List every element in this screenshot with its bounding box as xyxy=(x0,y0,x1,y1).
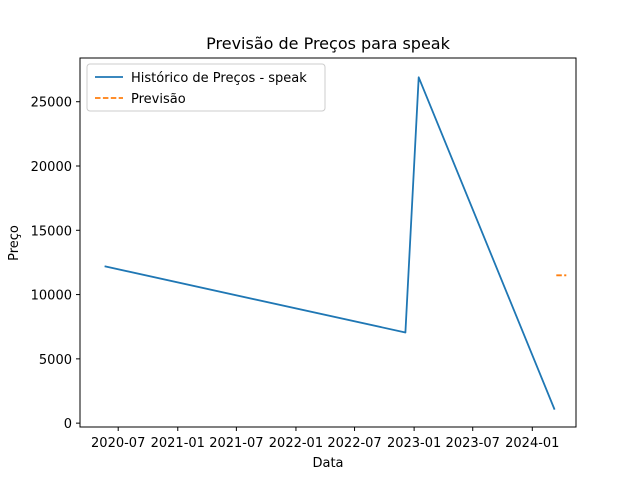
y-tick-label: 15000 xyxy=(31,224,72,239)
x-tick-label: 2021-07 xyxy=(209,436,263,451)
x-axis-label: Data xyxy=(312,456,343,471)
x-tick-label: 2022-07 xyxy=(327,436,381,451)
y-tick-label: 10000 xyxy=(31,289,72,304)
y-tick-label: 0 xyxy=(64,417,72,432)
x-tick-label: 2020-07 xyxy=(91,436,145,451)
legend: Histórico de Preços - speak Previsão xyxy=(87,64,325,111)
y-tick-label: 5000 xyxy=(39,353,72,368)
x-tick-label: 2021-01 xyxy=(151,436,205,451)
y-axis-label: Preço xyxy=(7,225,22,261)
x-tick-label: 2024-01 xyxy=(505,436,559,451)
y-tick-label: 25000 xyxy=(31,96,72,111)
y-tick-label: 20000 xyxy=(31,160,72,175)
x-tick-label: 2023-01 xyxy=(387,436,441,451)
x-tick-label: 2023-07 xyxy=(446,436,500,451)
legend-label-1: Previsão xyxy=(131,92,186,107)
x-tick-label: 2022-01 xyxy=(269,436,323,451)
chart-title: Previsão de Preços para speak xyxy=(206,34,450,53)
legend-label-0: Histórico de Preços - speak xyxy=(131,71,307,86)
